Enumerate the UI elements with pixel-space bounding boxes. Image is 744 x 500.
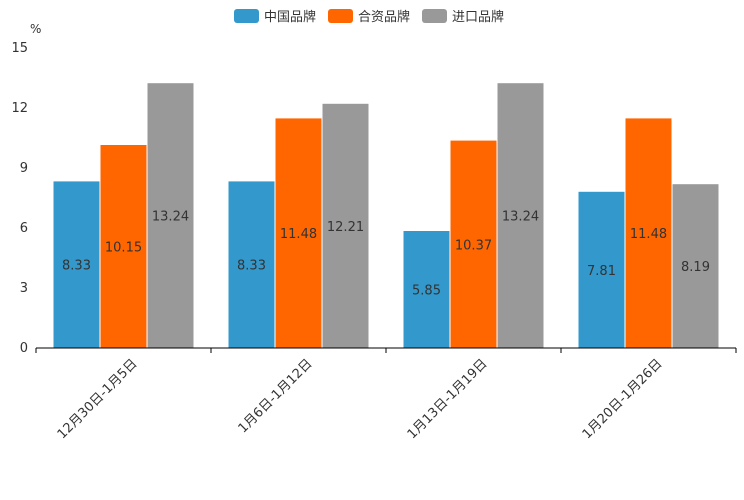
bar [275,118,322,349]
x-tick-label: 12月30日-1月5日 [55,356,141,442]
legend-label: 中国品牌 [264,9,316,25]
bar [450,140,497,348]
data-labels: 8.33 10.15 13.24 8.33 11.48 12.21 5.85 10.37 13.… [62,210,710,299]
bar [672,184,719,348]
bar-value-label: 11.48 [280,227,317,242]
bar-value-label: 5.85 [412,284,441,299]
bar-value-label: 8.33 [237,259,266,274]
bars [53,83,719,349]
bar-value-label: 13.24 [152,210,189,225]
bar-value-label: 10.37 [455,238,492,253]
bar [228,181,275,348]
bar [497,83,544,348]
bar-value-label: 11.48 [630,227,667,242]
bar-value-label: 10.15 [105,241,142,256]
x-axis: 12月30日-1月5日 1月6日-1月12日 1月13日-1月19日 1月20日-1月… [35,348,737,442]
legend-swatch [422,9,447,23]
legend-swatch [328,9,353,23]
y-axis-unit-label: % [30,22,41,36]
y-tick-label: 12 [11,101,28,116]
y-tick-label: 9 [20,161,28,176]
x-tick-label: 1月13日-1月19日 [405,356,491,442]
bar-value-label: 7.81 [587,264,616,279]
legend-label: 合资品牌 [358,9,410,25]
bar-value-label: 13.24 [502,210,539,225]
bar [578,191,625,348]
bar [322,103,369,348]
bar-value-label: 8.19 [681,260,710,275]
legend: 中国品牌 合资品牌 进口品牌 [234,9,504,25]
x-tick-label: 1月6日-1月12日 [236,356,316,436]
y-tick-label: 3 [20,281,28,296]
x-tick-label: 1月20日-1月26日 [580,356,666,442]
y-axis: 0 3 6 9 12 15 [11,41,28,356]
bar-value-label: 8.33 [62,259,91,274]
y-tick-label: 15 [11,41,28,56]
legend-swatch [234,9,259,23]
bar [100,145,147,348]
bar-value-label: 12.21 [327,220,364,235]
legend-label: 进口品牌 [452,9,504,25]
bar [403,231,450,348]
bar [147,83,194,348]
y-tick-label: 0 [20,341,28,356]
bar [625,118,672,349]
y-tick-label: 6 [20,221,28,236]
bar [53,181,100,348]
